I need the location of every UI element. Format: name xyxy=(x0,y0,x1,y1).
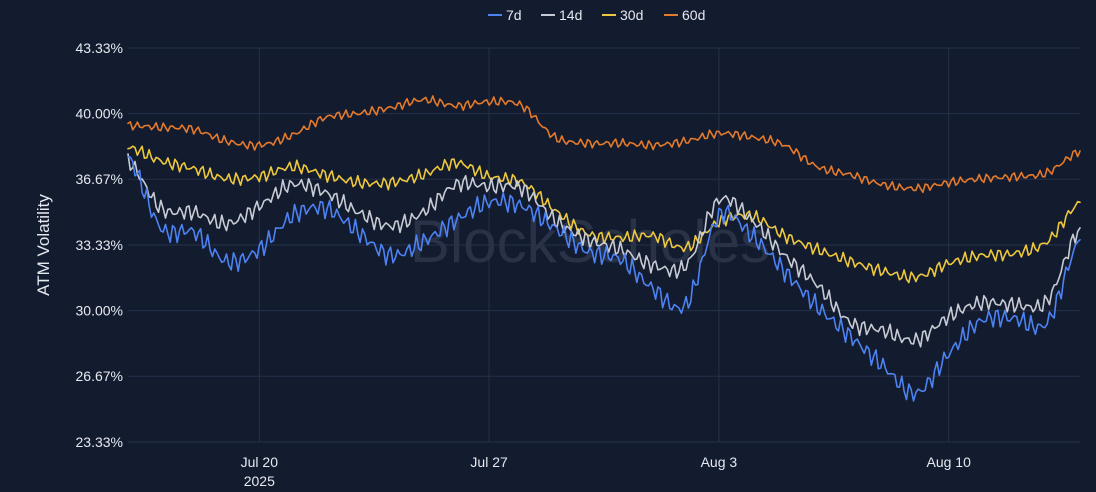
legend-label-7d: 7d xyxy=(506,7,522,23)
y-tick-label: 30.00% xyxy=(76,303,123,319)
series-line-7d xyxy=(127,156,1081,402)
series-line-60d xyxy=(127,95,1081,194)
y-axis: 43.33% 40.00% 36.67% 33.33% 30.00% 26.67% 23.3… xyxy=(76,40,123,450)
y-tick-label: 36.67% xyxy=(76,171,123,187)
y-tick-label: 33.33% xyxy=(76,237,123,253)
grid xyxy=(128,47,1080,443)
y-axis-title: ATM Volatility xyxy=(34,194,53,296)
x-axis: Jul 20 2025 Jul 27 Aug 3 Aug 10 xyxy=(241,454,971,489)
x-tick-label: Aug 10 xyxy=(927,454,972,470)
y-tick-label: 40.00% xyxy=(76,106,123,122)
legend-label-60d: 60d xyxy=(682,7,705,23)
x-tick-sublabel: 2025 xyxy=(244,473,275,489)
legend: 7d 14d 30d 60d xyxy=(488,7,705,23)
watermark-text: BlockScholes xyxy=(410,208,770,275)
x-tick-label: Jul 27 xyxy=(470,454,508,470)
y-tick-label: 43.33% xyxy=(76,40,123,56)
x-tick-label: Aug 3 xyxy=(701,454,738,470)
legend-label-14d: 14d xyxy=(559,7,582,23)
y-tick-label: 23.33% xyxy=(76,434,123,450)
y-tick-label: 26.67% xyxy=(76,368,123,384)
series-line-14d xyxy=(127,153,1081,348)
series-line-30d xyxy=(127,145,1081,284)
legend-label-30d: 30d xyxy=(620,7,643,23)
x-tick-label: Jul 20 xyxy=(241,454,279,470)
series-lines xyxy=(127,95,1081,402)
